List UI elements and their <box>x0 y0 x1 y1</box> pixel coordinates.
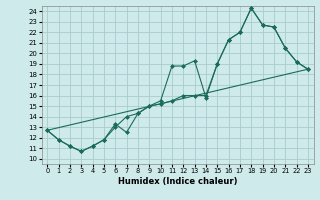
X-axis label: Humidex (Indice chaleur): Humidex (Indice chaleur) <box>118 177 237 186</box>
